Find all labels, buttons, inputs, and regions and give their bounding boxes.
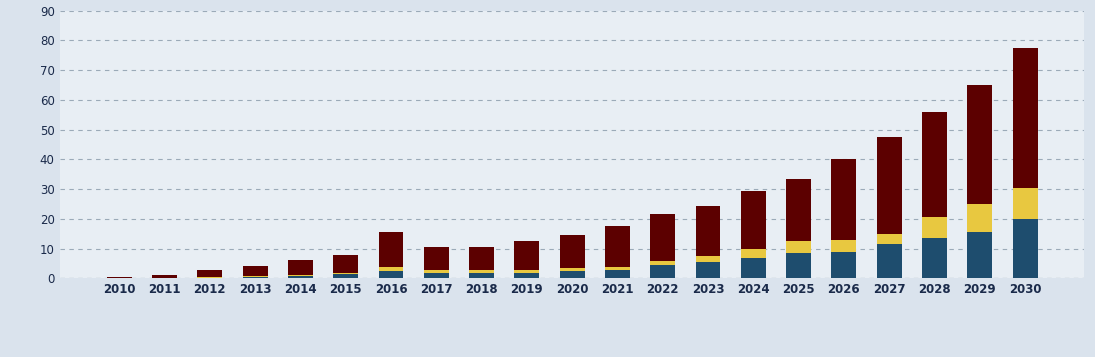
Bar [741,191,765,249]
Bar [786,179,811,241]
Bar [831,252,856,278]
Bar [333,255,358,272]
Bar [922,112,947,217]
Bar [424,247,449,270]
Bar [650,265,676,278]
Bar [967,232,992,278]
Bar [515,241,540,270]
Bar [741,258,765,278]
Bar [1013,48,1037,188]
Bar [243,277,267,278]
Bar [877,244,901,278]
Bar [786,241,811,253]
Bar [786,253,811,278]
Bar [560,235,585,268]
Bar [831,160,856,240]
Bar [604,226,630,267]
Bar [650,215,676,261]
Bar [877,234,901,244]
Bar [604,267,630,270]
Bar [379,232,403,267]
Bar [695,206,721,256]
Bar [469,270,494,272]
Bar [560,271,585,278]
Bar [741,249,765,258]
Bar [515,270,540,272]
Bar [1013,219,1037,278]
Bar [967,85,992,204]
Bar [424,270,449,272]
Bar [922,238,947,278]
Bar [650,261,676,265]
Bar [333,272,358,274]
Bar [469,247,494,270]
Bar [107,277,131,278]
Bar [604,270,630,278]
Bar [243,276,267,277]
Bar [288,260,313,275]
Bar [560,268,585,271]
Bar [695,256,721,262]
Bar [469,272,494,278]
Bar [379,267,403,271]
Bar [877,137,901,234]
Bar [1013,188,1037,219]
Bar [922,217,947,238]
Bar [967,204,992,232]
Bar [424,272,449,278]
Bar [831,240,856,252]
Bar [515,272,540,278]
Bar [288,276,313,278]
Bar [379,271,403,278]
Bar [288,275,313,276]
Bar [695,262,721,278]
Bar [197,270,222,277]
Bar [333,274,358,278]
Bar [152,276,177,278]
Bar [243,266,267,276]
